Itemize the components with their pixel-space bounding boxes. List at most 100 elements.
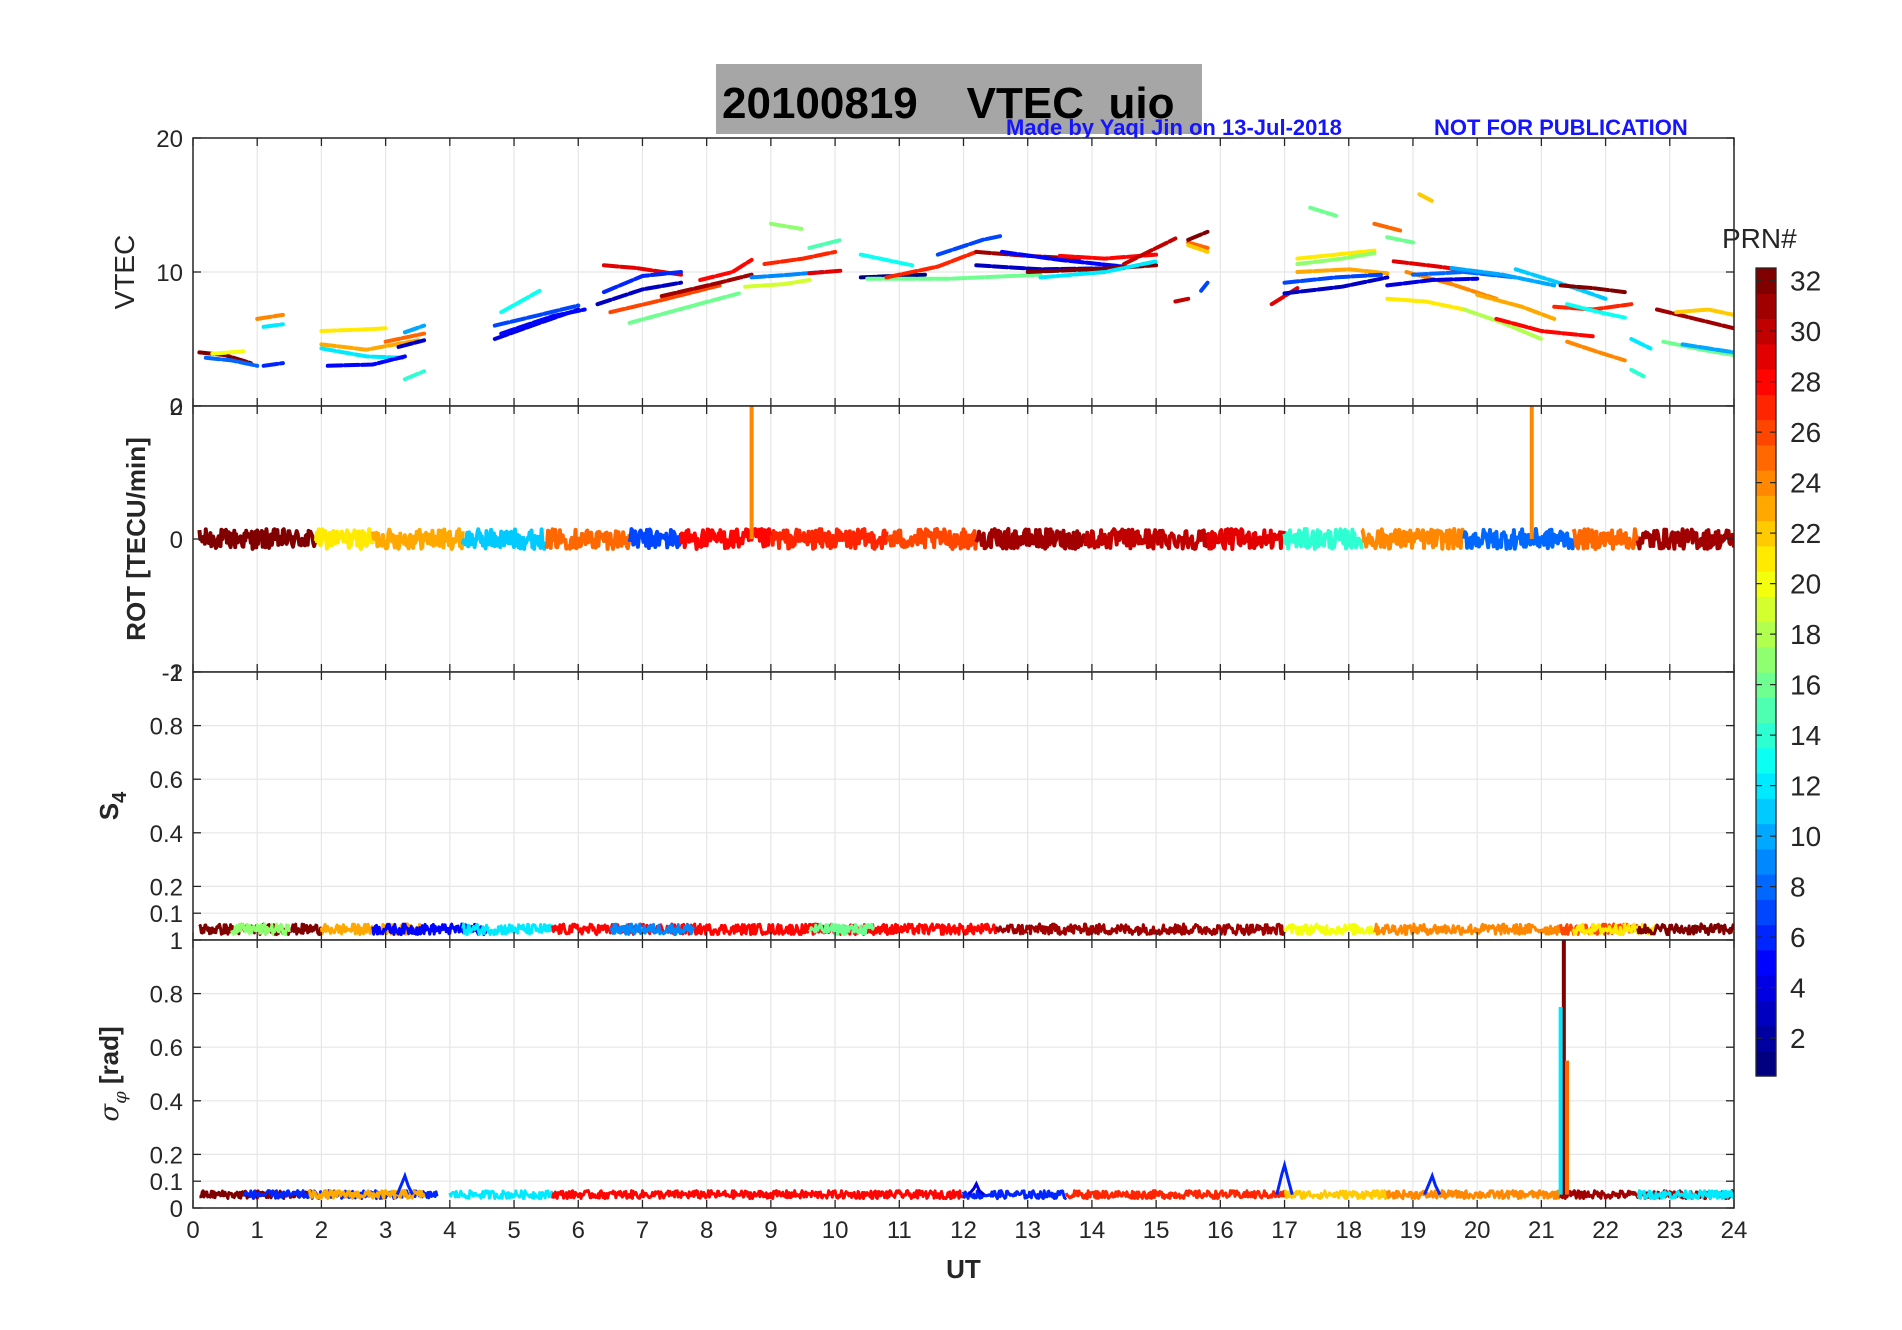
y-tick-label: 0.6 — [150, 1035, 183, 1062]
vtec-series-prn-16 — [1308, 205, 1338, 218]
colorbar-cell — [1756, 646, 1776, 673]
rot-trace-prn-26 — [885, 527, 979, 551]
rot-trace-prn-21 — [313, 527, 375, 551]
vtec-series-prn-13 — [499, 288, 542, 315]
rot-trace-prn-24 — [1360, 527, 1467, 551]
y-tick-label: 1 — [170, 660, 183, 687]
x-tick-label: 1 — [251, 1217, 264, 1244]
vtec-series-prn-25 — [1186, 240, 1210, 250]
vtec-series-prn-32 — [1186, 229, 1210, 242]
colorbar-tick-label: 18 — [1790, 619, 1821, 650]
colorbar-cell — [1756, 1050, 1776, 1077]
vtec-series-prn-12 — [1629, 337, 1653, 351]
colorbar-cell — [1756, 343, 1776, 370]
vtec-series-prn-13 — [858, 252, 915, 268]
y-tick-label: 0.6 — [150, 767, 183, 794]
panel-vtec: 0 10 20 VTEC — [109, 126, 1735, 421]
colorbar-cell — [1756, 924, 1776, 951]
x-tick-label: 2 — [315, 1217, 328, 1244]
colorbar-tick-label: 6 — [1790, 922, 1806, 953]
y-tick-label: 0.2 — [150, 874, 183, 901]
y-tick-label: 0.4 — [150, 1089, 183, 1116]
series-group — [197, 192, 1734, 382]
vtec-series-prn-28 — [1494, 316, 1595, 339]
x-tick-label: 18 — [1335, 1217, 1362, 1244]
vtec-series-prn-12 — [1038, 259, 1159, 280]
colorbar-tick-label: 4 — [1790, 973, 1806, 1004]
rot-trace-prn-28 — [679, 527, 773, 551]
panel-s4: 0.10.2 0.4 0.6 0.8 1 S4 — [94, 660, 1735, 941]
colorbar-cell — [1756, 495, 1776, 522]
colorbar-cell — [1756, 444, 1776, 471]
sigma-bump-prn-4 — [967, 1180, 985, 1196]
rot-trace-prn-30 — [1083, 527, 1210, 551]
vtec-series-prn-26 — [608, 283, 722, 315]
colorbar-tick-label: 14 — [1790, 720, 1821, 751]
vtec-series-prn-3 — [1282, 275, 1390, 296]
sigma-phi-trace-prn-28 — [551, 1189, 965, 1201]
vtec-series-prn-27 — [884, 249, 979, 280]
sigma-bump-prn-6 — [395, 1171, 414, 1196]
series-group — [198, 940, 1734, 1201]
y-tick-label: -2 — [162, 660, 183, 687]
colorbar-cell — [1756, 798, 1776, 825]
y-tick-label: 0.1 — [150, 901, 183, 928]
vtec-series-prn-7 — [492, 303, 581, 328]
vtec-series-prn-7 — [935, 233, 1004, 257]
y-tick-label: 0 — [170, 394, 183, 421]
vtec-series-prn-13 — [1565, 302, 1627, 320]
vtec-series-prn-29 — [807, 268, 844, 276]
made-by-note: Made by Yaqi Jin on 13-Jul-2018 — [1006, 115, 1342, 140]
x-tick-label: 4 — [443, 1217, 456, 1244]
vtec-series-prn-32 — [1558, 283, 1627, 295]
vtec-series-prn-17 — [1295, 251, 1377, 266]
colorbar-cell — [1756, 848, 1776, 875]
figure-title: 20100819 VTEC uio — [722, 79, 1174, 128]
colorbar-cell — [1756, 621, 1776, 648]
colorbar-cell — [1756, 571, 1776, 597]
vtec-series-prn-24 — [255, 312, 285, 321]
colorbar-frame — [1755, 267, 1777, 1077]
sigma-bump-prn-6 — [1423, 1171, 1442, 1196]
rot-trace-prn-11 — [460, 527, 548, 551]
vtec-series-prn-22 — [1186, 243, 1210, 254]
y-tick-label: 0.8 — [150, 714, 183, 741]
x-tick-label: 24 — [1721, 1217, 1748, 1244]
colorbar-tick-label: 16 — [1790, 670, 1821, 701]
vtec-series-prn-10 — [1680, 342, 1734, 355]
x-tick-label: 10 — [822, 1217, 849, 1244]
y-tick-label: 10 — [156, 260, 183, 287]
vtec-series-prn-25 — [1372, 221, 1403, 233]
colorbar-cell — [1756, 949, 1776, 976]
vtec-series-prn-25 — [383, 331, 427, 344]
vtec-series-prn-5 — [1000, 249, 1126, 269]
not-for-publication-note: NOT FOR PUBLICATION — [1434, 115, 1688, 140]
rot-trace-prn-29 — [1205, 527, 1287, 551]
vtec-series-prn-31 — [1655, 307, 1734, 331]
title-box — [716, 64, 1202, 134]
colorbar-tick-label: 32 — [1790, 266, 1821, 297]
vtec-series-prn-22 — [1417, 192, 1435, 203]
y-tick-label: 2 — [170, 394, 183, 421]
vtec-series-prn-6 — [261, 361, 285, 368]
vtec-series-prn-20 — [210, 349, 247, 356]
vtec-series-prn-21 — [319, 326, 388, 333]
sigma-phi-trace-prn-24 — [1385, 1189, 1562, 1201]
colorbar-cell — [1756, 470, 1776, 496]
colorbar-cell — [1756, 369, 1776, 395]
colorbar-cell — [1756, 520, 1776, 547]
vtec-series-prn-10 — [1449, 266, 1557, 288]
y-tick-label: 0.2 — [150, 1142, 183, 1169]
s4-trace-prn-31 — [994, 922, 1286, 937]
vtec-series-prn-5 — [499, 307, 587, 336]
vtec-series-prn-24 — [1565, 339, 1627, 363]
vtec-series-prn-21 — [1295, 248, 1377, 261]
colorbar-tick-label: 20 — [1790, 569, 1821, 600]
s4-trace-prn-20 — [1283, 922, 1376, 937]
rot-trace-prn-8 — [1462, 527, 1576, 551]
rot-trace-prn-31 — [974, 527, 1088, 551]
rot-trace-prn-7 — [627, 527, 683, 550]
x-tick-label: 17 — [1271, 1217, 1298, 1244]
